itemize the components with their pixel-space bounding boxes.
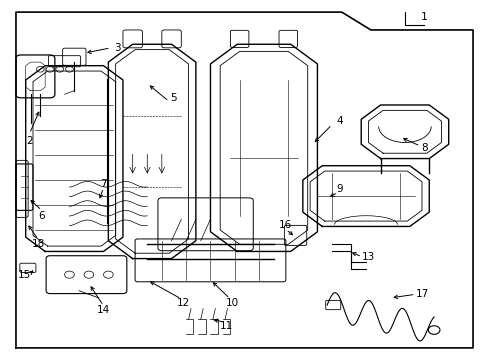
- Text: 16: 16: [279, 220, 292, 230]
- Text: 4: 4: [335, 116, 342, 126]
- Text: 8: 8: [420, 143, 427, 153]
- Text: 7: 7: [100, 179, 106, 189]
- Text: 12: 12: [177, 298, 190, 308]
- Text: 17: 17: [414, 289, 427, 299]
- Text: 5: 5: [170, 93, 177, 103]
- Text: 6: 6: [39, 211, 45, 221]
- Text: 2: 2: [26, 136, 33, 146]
- Text: 15: 15: [18, 270, 31, 280]
- Text: 9: 9: [335, 184, 342, 194]
- Text: 1: 1: [420, 13, 427, 22]
- Text: 14: 14: [97, 305, 110, 315]
- Text: 10: 10: [225, 298, 239, 308]
- Text: 13: 13: [361, 252, 374, 262]
- Text: 18: 18: [32, 239, 45, 249]
- Text: 11: 11: [219, 321, 232, 332]
- Text: 3: 3: [114, 43, 120, 53]
